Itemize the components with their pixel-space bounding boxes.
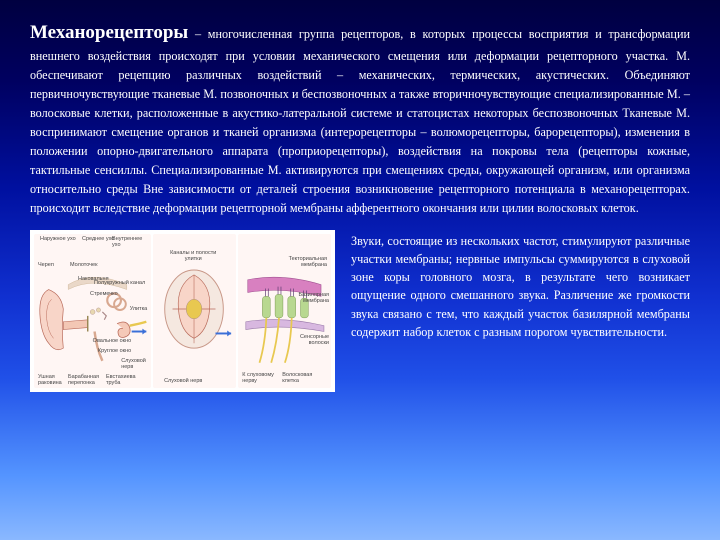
label-sensory: Сенсорные волоски: [295, 334, 329, 346]
label-skull: Череп: [38, 262, 54, 268]
label-semicircular: Полукружный канал: [94, 280, 145, 286]
label-inner-ear: Внутреннее ухо: [112, 236, 151, 248]
label-hair-cell: Волосковая клетка: [282, 372, 322, 384]
label-outer-ear: Наружное ухо: [40, 236, 76, 242]
side-paragraph: Звуки, состоящие из нескольких частот, с…: [351, 230, 690, 342]
label-to-nerve: К слуховому нерву: [242, 372, 278, 384]
ear-panel-corti: Текториальная мембрана Базилярная мембра…: [238, 234, 331, 388]
label-eustachian: Евстахиева труба: [106, 374, 138, 386]
label-round: Круглое окно: [98, 348, 131, 354]
ear-panel-cochlea: Каналы и полости улитки Слуховой нерв: [153, 234, 236, 388]
label-oval: Овальное окно: [93, 338, 132, 344]
label-auditory-nerve2: Слуховой нерв: [163, 378, 203, 384]
label-stirrup: Стремечко: [90, 291, 118, 297]
label-cochlea: Улитка: [130, 306, 148, 312]
label-tympanic: Барабанная перепонка: [68, 374, 102, 386]
label-middle-ear: Среднее ухо: [82, 236, 114, 242]
ear-panel-anatomy: Наружное ухо Среднее ухо Внутреннее ухо …: [34, 234, 151, 388]
label-canals: Каналы и полости улитки: [163, 250, 223, 262]
lower-row: Наружное ухо Среднее ухо Внутреннее ухо …: [30, 230, 690, 392]
title: Механорецепторы: [30, 22, 188, 43]
main-paragraph: Механорецепторы – многочисленная группа …: [30, 18, 690, 218]
label-tectorial: Текториальная мембрана: [285, 256, 327, 268]
label-basilar: Базилярная мембрана: [291, 292, 329, 304]
ear-diagram: Наружное ухо Среднее ухо Внутреннее ухо …: [30, 230, 335, 392]
label-auricle: Ушная раковина: [38, 374, 64, 386]
label-hammer: Молоточек: [70, 262, 98, 268]
label-auditory-nerve: Слуховой нерв: [121, 358, 149, 370]
main-text-part2: М. обеспечивают рецепцию различных возде…: [30, 49, 690, 195]
